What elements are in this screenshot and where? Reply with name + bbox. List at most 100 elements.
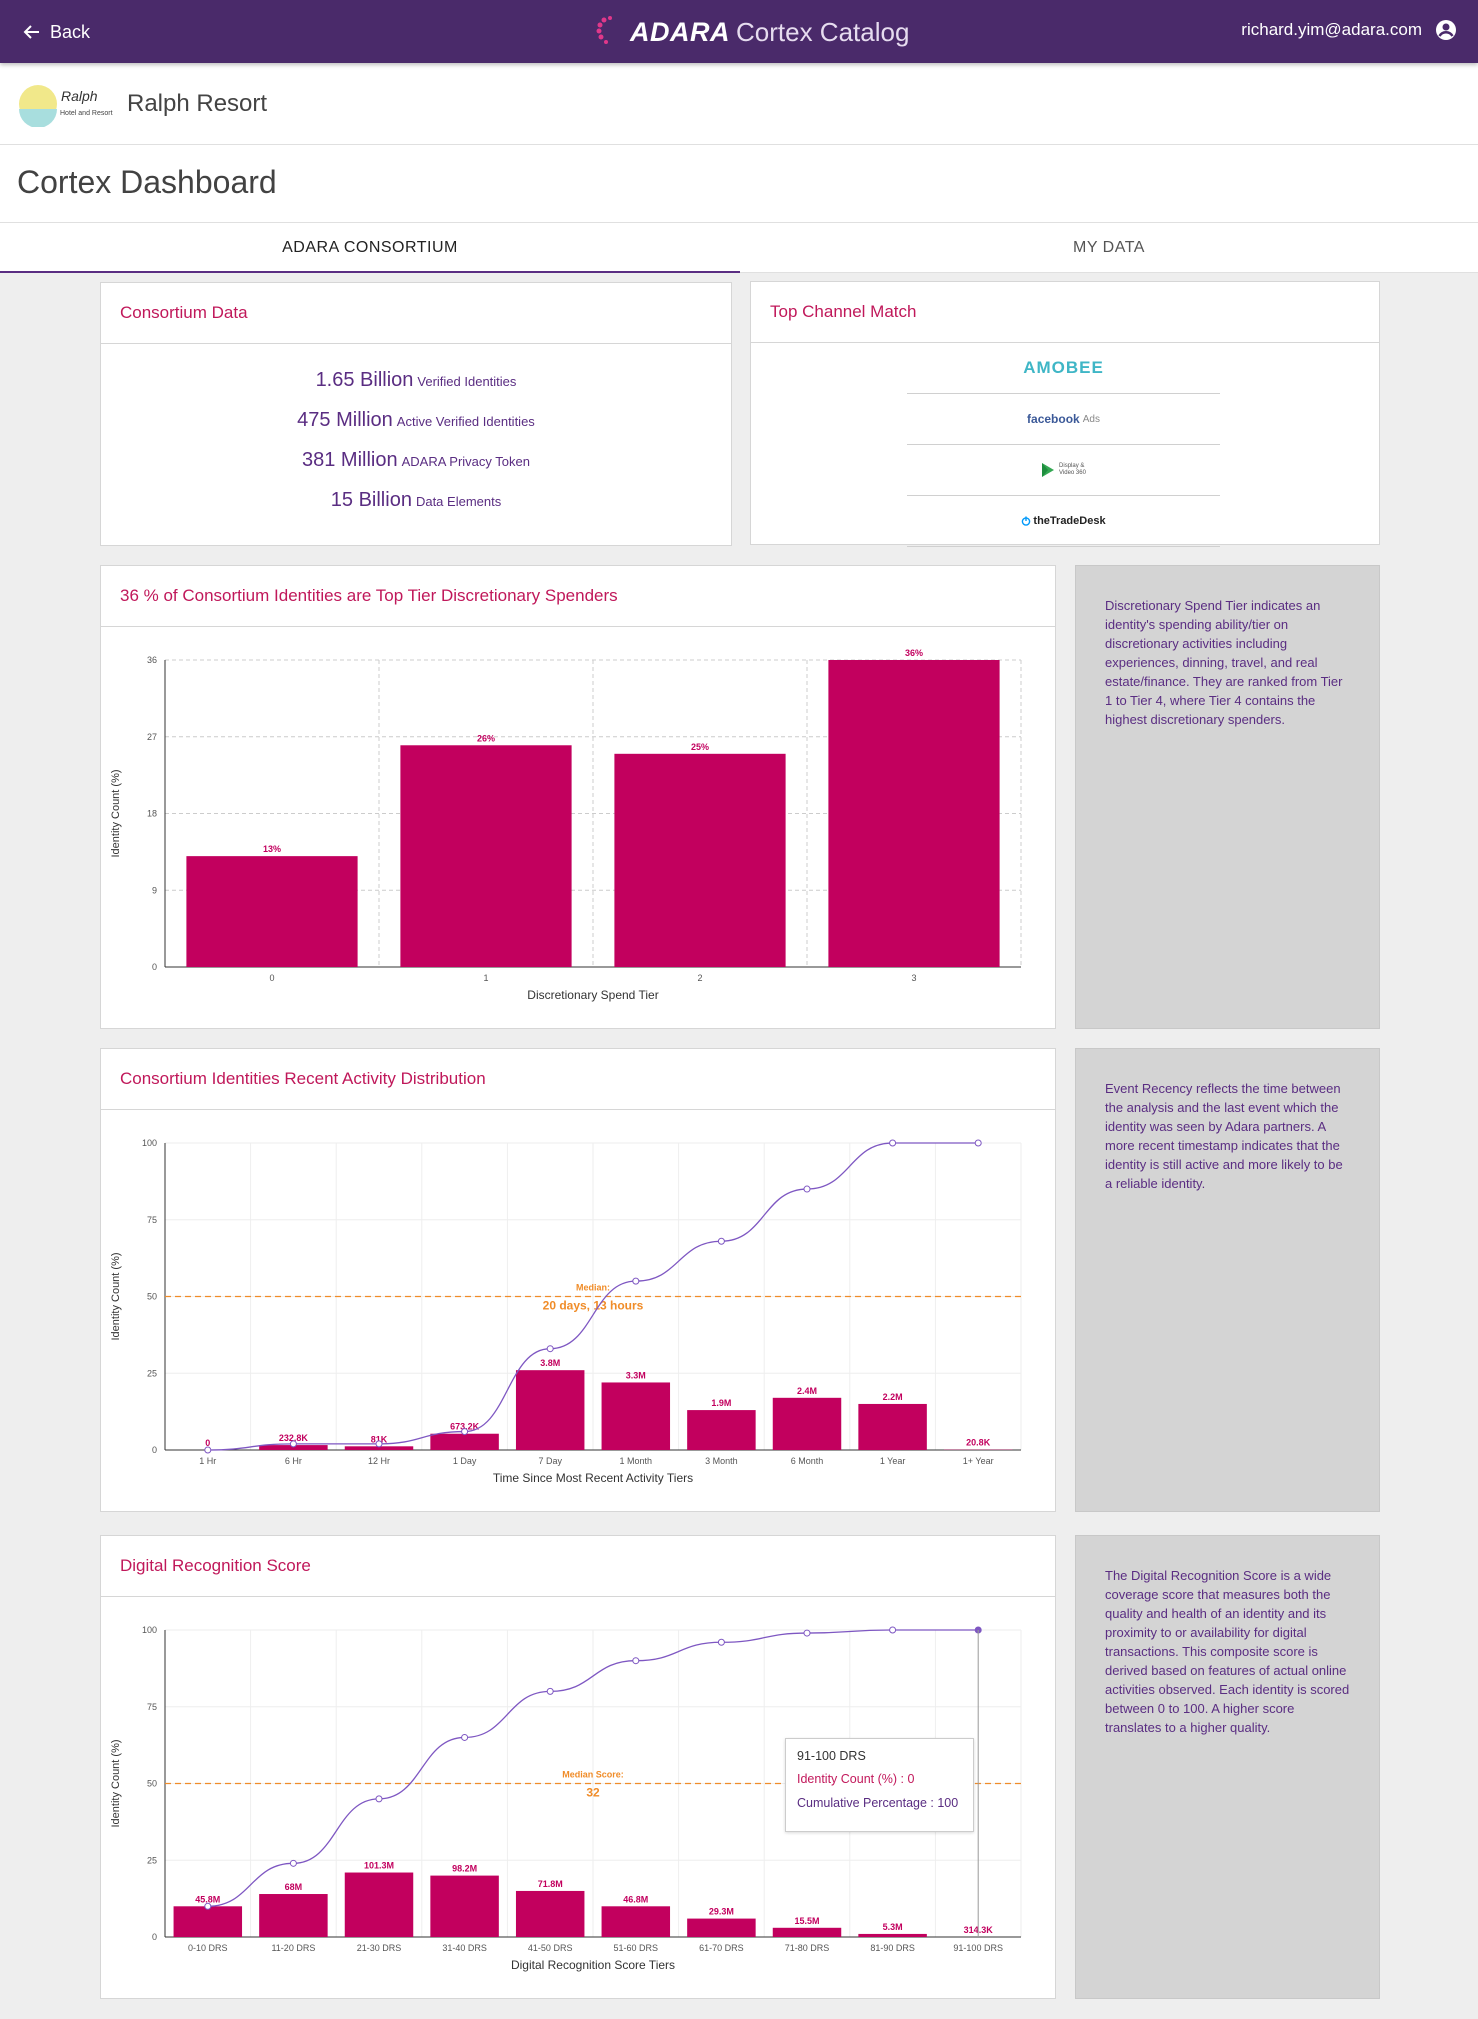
cumulative-point bbox=[461, 1428, 469, 1436]
cumulative-point bbox=[889, 1626, 897, 1634]
card-title: Digital Recognition Score bbox=[120, 1556, 311, 1575]
y-tick-label: 9 bbox=[152, 885, 157, 895]
y-tick-label: 0 bbox=[152, 962, 157, 972]
chart-tooltip: 91-100 DRS Identity Count (%) : 0 Cumula… bbox=[785, 1738, 974, 1832]
bar bbox=[430, 1433, 499, 1450]
cumulative-point bbox=[546, 1345, 554, 1353]
account-circle-icon[interactable] bbox=[1434, 18, 1458, 42]
data-label: 46.8M bbox=[623, 1894, 648, 1904]
tab-bar: ADARA CONSORTIUM MY DATA bbox=[0, 222, 1478, 274]
y-tick-label: 50 bbox=[147, 1292, 157, 1302]
y-tick-label: 0 bbox=[152, 1932, 157, 1942]
median-label: Median: bbox=[576, 1283, 610, 1293]
recent-activity-chart: 0 25 50 75 100 0 1 Hr 232.8K 6 Hr 81K 12 Hr 673.2K 1… bbox=[110, 1138, 1022, 1485]
y-tick-label: 18 bbox=[147, 809, 157, 819]
x-tick-label: 0-10 DRS bbox=[188, 1943, 228, 1953]
stat-value: 475 Million bbox=[297, 409, 393, 431]
user-email: richard.yim@adara.com bbox=[1241, 20, 1422, 39]
consortium-data-card: Consortium Data 1.65 Billion Verified Ide… bbox=[100, 282, 732, 546]
data-label: 29.3M bbox=[709, 1907, 734, 1917]
x-tick-label: 71-80 DRS bbox=[785, 1943, 830, 1953]
facebook-ads-label: Ads bbox=[1082, 413, 1100, 425]
spend-tier-card: 36 % of Consortium Identities are Top Ti… bbox=[100, 565, 1056, 1029]
data-label: 13% bbox=[263, 844, 281, 854]
tooltip-title: 91-100 DRS bbox=[797, 1749, 866, 1763]
y-axis-title: Identity Count (%) bbox=[110, 1739, 122, 1827]
x-tick-label: 41-50 DRS bbox=[528, 1943, 573, 1953]
x-tick-label: 1 Day bbox=[453, 1456, 477, 1466]
cumulative-point bbox=[803, 1185, 811, 1193]
stat-privacy-token: 381 Million ADARA Privacy Token bbox=[101, 449, 731, 472]
stat-value: 15 Billion bbox=[330, 489, 412, 511]
x-tick-label: 1 Year bbox=[880, 1456, 906, 1466]
cumulative-point bbox=[717, 1638, 725, 1646]
tradedesk-logo: theTradeDesk bbox=[1033, 515, 1106, 527]
bar bbox=[186, 856, 358, 967]
x-tick-label: 51-60 DRS bbox=[614, 1943, 659, 1953]
tab-adara-consortium[interactable]: ADARA CONSORTIUM bbox=[0, 223, 740, 274]
dv360-label-line2: Video 360 bbox=[1059, 470, 1086, 476]
y-axis-title: Identity Count (%) bbox=[110, 1252, 122, 1340]
top-channel-card: Top Channel Match AMOBEE facebook Ads Di… bbox=[750, 281, 1380, 547]
bar bbox=[614, 753, 786, 967]
amobee-logo: AMOBEE bbox=[1023, 358, 1104, 377]
divider bbox=[751, 342, 1379, 343]
cumulative-point bbox=[375, 1440, 383, 1448]
back-button[interactable]: Back bbox=[22, 19, 90, 45]
data-label: 20.8K bbox=[966, 1438, 991, 1448]
bar bbox=[828, 660, 1000, 967]
hotel-logo-caption: Hotel and Resort bbox=[60, 110, 113, 117]
cumulative-line bbox=[207, 1629, 979, 1907]
x-tick-label: 1+ Year bbox=[963, 1456, 994, 1466]
brand-name: ADARA bbox=[630, 16, 730, 47]
bar bbox=[430, 1875, 499, 1937]
stat-value: 381 Million bbox=[302, 449, 398, 471]
y-tick-label: 75 bbox=[147, 1215, 157, 1225]
divider bbox=[101, 1109, 1055, 1110]
channel-tradedesk: theTradeDesk bbox=[907, 496, 1220, 547]
data-label: 673.2K bbox=[450, 1422, 480, 1432]
card-title: Consortium Identities Recent Activity Di… bbox=[120, 1069, 486, 1088]
user-menu[interactable]: richard.yim@adara.com bbox=[1241, 18, 1458, 42]
card-title: Top Channel Match bbox=[770, 302, 917, 321]
divider bbox=[101, 1596, 1055, 1597]
stat-verified-identities: 1.65 Billion Verified Identities bbox=[101, 369, 731, 392]
x-axis-title: Digital Recognition Score Tiers bbox=[511, 1958, 675, 1972]
cumulative-point bbox=[289, 1859, 297, 1867]
y-axis-title: Identity Count (%) bbox=[110, 769, 122, 857]
bar bbox=[601, 1906, 671, 1937]
drs-card: Digital Recognition Score 0 25 50 75 100 45.8… bbox=[100, 1535, 1056, 1999]
hotel-logo-script: Ralph bbox=[61, 88, 98, 104]
bar bbox=[515, 1370, 585, 1450]
bar bbox=[344, 1446, 414, 1450]
channel-amobee: AMOBEE bbox=[907, 343, 1220, 394]
divider bbox=[101, 626, 1055, 627]
cumulative-point bbox=[717, 1237, 725, 1245]
tab-my-data[interactable]: MY DATA bbox=[1073, 239, 1145, 256]
info-text: Event Recency reflects the time between … bbox=[1105, 1081, 1343, 1191]
x-tick-label: 1 Month bbox=[620, 1456, 653, 1466]
hotel-name: Ralph Resort bbox=[127, 90, 268, 117]
data-label: 81K bbox=[371, 1434, 388, 1444]
top-app-bar: Back ADARA Cortex Catalog richard.yim@ad… bbox=[0, 0, 1478, 63]
stat-data-elements: 15 Billion Data Elements bbox=[101, 489, 731, 512]
channel-facebook: facebook Ads bbox=[907, 394, 1220, 445]
data-label: 2.2M bbox=[883, 1392, 903, 1402]
bar bbox=[858, 1403, 927, 1450]
data-label: 101.3M bbox=[364, 1861, 394, 1871]
stat-label: ADARA Privacy Token bbox=[401, 454, 530, 469]
x-tick-label: 12 Hr bbox=[368, 1456, 390, 1466]
x-tick-label: 7 Day bbox=[538, 1456, 562, 1466]
x-tick-label: 31-40 DRS bbox=[442, 1943, 487, 1953]
cumulative-point bbox=[974, 1139, 982, 1147]
x-tick-label: 91-100 DRS bbox=[953, 1943, 1003, 1953]
bar bbox=[687, 1918, 756, 1937]
median-value: 20 days, 13 hours bbox=[543, 1299, 644, 1313]
median-value: 32 bbox=[586, 1786, 600, 1800]
brand-product: Cortex Catalog bbox=[736, 16, 910, 47]
hotel-header: Ralph Hotel and Resort Ralph Resort bbox=[0, 63, 1478, 145]
x-axis-title: Time Since Most Recent Activity Tiers bbox=[493, 1471, 693, 1485]
cumulative-point bbox=[461, 1733, 469, 1741]
y-tick-label: 50 bbox=[147, 1779, 157, 1789]
tooltip-cumulative: Cumulative Percentage : 100 bbox=[797, 1796, 959, 1810]
